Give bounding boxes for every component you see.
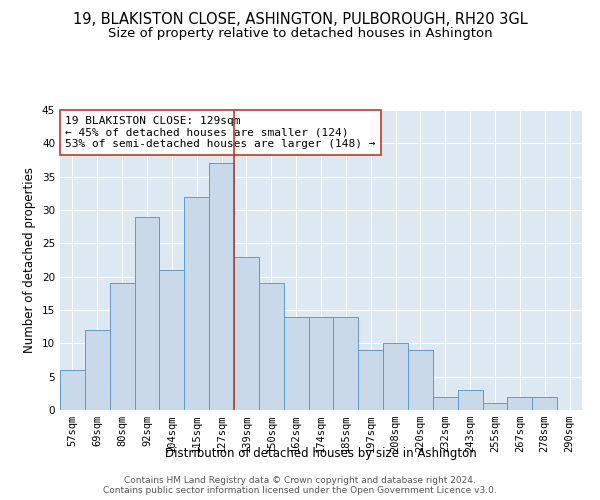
- Bar: [358, 350, 383, 410]
- Bar: [284, 316, 308, 410]
- Bar: [110, 284, 134, 410]
- Bar: [508, 396, 532, 410]
- Bar: [308, 316, 334, 410]
- Bar: [160, 270, 184, 410]
- Text: Size of property relative to detached houses in Ashington: Size of property relative to detached ho…: [107, 28, 493, 40]
- Y-axis label: Number of detached properties: Number of detached properties: [23, 167, 37, 353]
- Bar: [259, 284, 284, 410]
- Bar: [532, 396, 557, 410]
- Text: 19 BLAKISTON CLOSE: 129sqm
← 45% of detached houses are smaller (124)
53% of sem: 19 BLAKISTON CLOSE: 129sqm ← 45% of deta…: [65, 116, 376, 149]
- Bar: [408, 350, 433, 410]
- Bar: [184, 196, 209, 410]
- Bar: [433, 396, 458, 410]
- Bar: [60, 370, 85, 410]
- Bar: [458, 390, 482, 410]
- Bar: [209, 164, 234, 410]
- Bar: [85, 330, 110, 410]
- Bar: [234, 256, 259, 410]
- Text: Contains HM Land Registry data © Crown copyright and database right 2024.
Contai: Contains HM Land Registry data © Crown c…: [103, 476, 497, 495]
- Bar: [134, 216, 160, 410]
- Text: 19, BLAKISTON CLOSE, ASHINGTON, PULBOROUGH, RH20 3GL: 19, BLAKISTON CLOSE, ASHINGTON, PULBOROU…: [73, 12, 527, 28]
- Text: Distribution of detached houses by size in Ashington: Distribution of detached houses by size …: [165, 448, 477, 460]
- Bar: [334, 316, 358, 410]
- Bar: [383, 344, 408, 410]
- Bar: [482, 404, 508, 410]
